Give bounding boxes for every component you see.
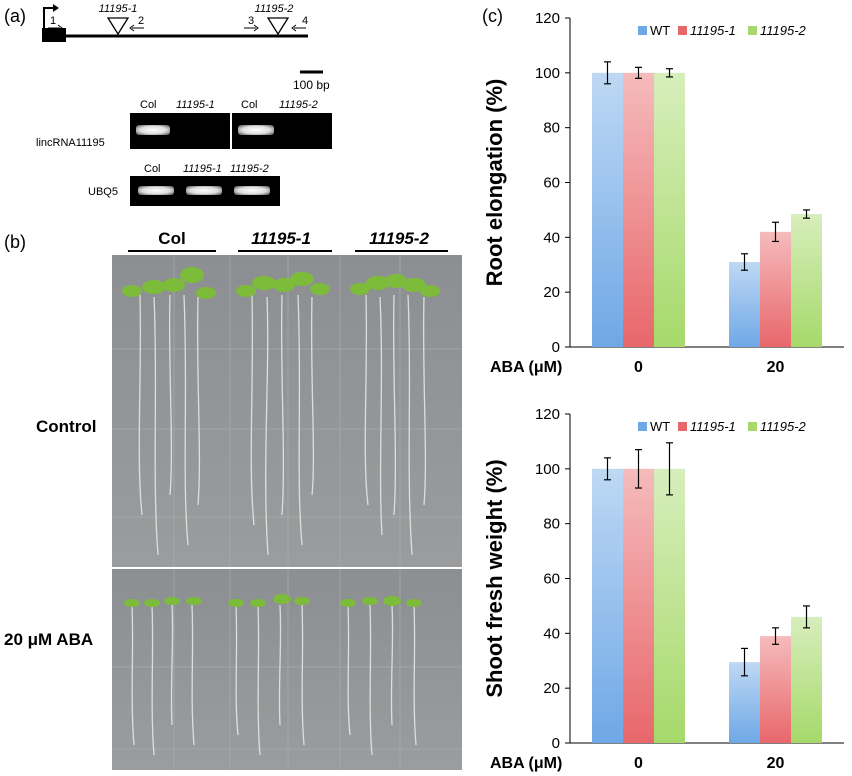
y-tick-label: 80	[543, 516, 560, 533]
plate-col-underline-3	[355, 250, 448, 252]
gel1-image-right	[232, 113, 332, 149]
exon-box	[42, 28, 66, 42]
y-tick-label: 60	[543, 175, 560, 192]
y-tick-label: 20	[543, 284, 560, 301]
plate-col-label-11195-1: 11195-1	[251, 229, 311, 248]
bar-11195-2-0	[654, 72, 685, 347]
legend-swatch-11195-2	[748, 26, 757, 35]
y-tick-label: 40	[543, 625, 560, 642]
legend-label-11195-1: 11195-1	[690, 419, 736, 434]
y-tick-label: 60	[543, 571, 560, 588]
primer-label-3: 3	[248, 15, 254, 27]
bar-11195-1-20	[760, 636, 791, 743]
panel-a-label: (a)	[4, 6, 26, 26]
seedling-plates-photo	[112, 255, 462, 770]
y-tick-label: 20	[543, 680, 560, 697]
gel1-image-left	[130, 113, 230, 149]
y-tick-label: 80	[543, 120, 560, 137]
bar-WT-20	[729, 262, 760, 347]
legend-swatch-WT	[638, 26, 647, 35]
y-tick-label: 120	[535, 406, 560, 423]
gel2-lane-2: 11195-1	[183, 163, 222, 175]
bar-11195-1-0	[623, 72, 654, 347]
gel2-image	[130, 176, 280, 206]
legend-swatch-11195-1	[678, 26, 687, 35]
gel1-lane-1: Col	[140, 99, 157, 111]
gel1-lane-4: 11195-2	[279, 99, 318, 111]
gel1-lane-3: Col	[241, 99, 258, 111]
gel2-lane-3: 11195-2	[230, 163, 269, 175]
y-tick-label: 120	[535, 10, 560, 27]
gel2-row-label: UBQ5	[88, 186, 118, 198]
primer-label-2: 2	[138, 15, 144, 27]
bar-11195-1-20	[760, 231, 791, 347]
x-tick-label: 0	[634, 755, 643, 772]
scale-bar-label: 100 bp	[293, 78, 330, 92]
plate-col-underline-1	[128, 250, 216, 252]
gene-diagram: 11195-1 11195-2 1 2 3 4	[42, 3, 323, 74]
bar-WT-0	[592, 72, 623, 347]
gel1-row-label: lincRNA11195	[36, 137, 105, 149]
x-tick-label: 20	[767, 755, 785, 772]
bar-WT-0	[592, 468, 623, 743]
legend-label-WT: WT	[650, 419, 670, 434]
legend-swatch-11195-2	[748, 422, 757, 431]
row-label-aba: 20 μM ABA	[4, 630, 94, 649]
insertion-triangle-1	[106, 17, 130, 36]
x-tick-label: 20	[767, 359, 785, 376]
x-tick-label: 0	[634, 359, 643, 376]
row-label-control: Control	[36, 417, 97, 436]
legend-swatch-11195-1	[678, 422, 687, 431]
primer-label-1: 1	[50, 15, 56, 27]
plate-col-label-col: Col	[158, 229, 186, 248]
legend-label-11195-2: 11195-2	[760, 23, 807, 38]
tss-arrow	[43, 7, 56, 36]
root-elongation-chart: 0 20 40 60 80 100 120 Root elongation (%) 0 20 ABA…	[482, 10, 844, 376]
shoot-weight-chart: 0 20 40 60 80 100 120 Shoot fresh weight (%) 0 20…	[482, 406, 844, 772]
bar-11195-1-0	[623, 468, 654, 743]
y-tick-label: 0	[552, 735, 560, 752]
x-axis-label: ABA (μM)	[490, 755, 562, 772]
tss-arrowhead	[53, 4, 59, 12]
insertion-label-1: 11195-1	[99, 3, 138, 15]
insertion-label-2: 11195-2	[255, 3, 294, 15]
y-tick-label: 100	[535, 65, 560, 82]
y-axis-label: Shoot fresh weight (%)	[482, 459, 507, 697]
primer-label-4: 4	[302, 15, 308, 27]
y-tick-label: 0	[552, 339, 560, 356]
x-axis-label: ABA (μM)	[490, 359, 562, 376]
insertion-triangle-2	[266, 17, 290, 36]
bar-11195-2-20	[791, 214, 822, 347]
legend-label-11195-2: 11195-2	[760, 419, 807, 434]
bar-11195-2-20	[791, 616, 822, 743]
y-tick-label: 100	[535, 461, 560, 478]
y-tick-label: 40	[543, 229, 560, 246]
bar-11195-2-0	[654, 468, 685, 743]
plate-col-underline-2	[238, 250, 332, 252]
y-axis-label: Root elongation (%)	[482, 79, 507, 287]
gel1-lane-2: 11195-1	[176, 99, 215, 111]
legend-label-11195-1: 11195-1	[690, 23, 736, 38]
plate-col-label-11195-2: 11195-2	[369, 229, 429, 248]
legend-label-WT: WT	[650, 23, 670, 38]
panel-c-label: (c)	[482, 6, 503, 26]
gel2-lane-1: Col	[144, 163, 161, 175]
legend-swatch-WT	[638, 422, 647, 431]
panel-b-label: (b)	[4, 232, 26, 252]
